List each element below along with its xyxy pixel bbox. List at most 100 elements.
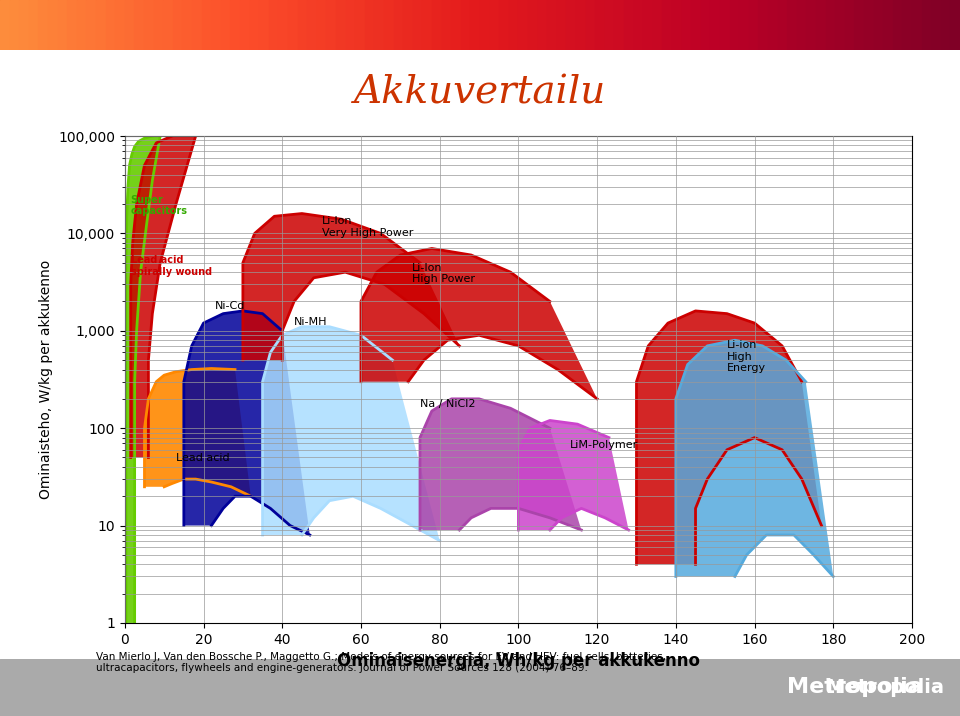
Bar: [912, 0, 922, 50]
Bar: [739, 0, 749, 50]
Bar: [182, 0, 192, 50]
Bar: [893, 0, 902, 50]
Bar: [883, 0, 893, 50]
Bar: [10, 0, 19, 50]
Polygon shape: [361, 248, 597, 399]
Bar: [528, 0, 538, 50]
Bar: [384, 0, 394, 50]
Polygon shape: [184, 311, 310, 535]
Bar: [835, 0, 845, 50]
Bar: [701, 0, 710, 50]
Bar: [730, 0, 739, 50]
Bar: [758, 0, 768, 50]
Bar: [48, 0, 58, 50]
Bar: [480, 0, 490, 50]
Bar: [816, 0, 826, 50]
Bar: [86, 0, 96, 50]
Bar: [557, 0, 566, 50]
Text: Metropolia: Metropolia: [787, 677, 923, 697]
Text: Metropolia: Metropolia: [826, 678, 945, 697]
Bar: [461, 0, 470, 50]
Polygon shape: [420, 399, 582, 530]
Polygon shape: [131, 136, 196, 458]
Bar: [566, 0, 576, 50]
Bar: [144, 0, 154, 50]
Bar: [470, 0, 480, 50]
Bar: [192, 0, 202, 50]
Bar: [634, 0, 643, 50]
Bar: [653, 0, 662, 50]
Bar: [451, 0, 461, 50]
Bar: [307, 0, 317, 50]
Bar: [787, 0, 797, 50]
Bar: [0, 0, 10, 50]
X-axis label: Ominaisenergia, Wh/kg per akkukenno: Ominaisenergia, Wh/kg per akkukenno: [337, 652, 700, 670]
Bar: [96, 0, 106, 50]
Bar: [278, 0, 288, 50]
Bar: [77, 0, 86, 50]
Bar: [682, 0, 691, 50]
Bar: [374, 0, 384, 50]
Bar: [826, 0, 835, 50]
Bar: [797, 0, 806, 50]
Bar: [778, 0, 787, 50]
Text: Lead acid
spirally wound: Lead acid spirally wound: [131, 255, 212, 276]
Text: Li-Ion
High Power: Li-Ion High Power: [412, 263, 475, 284]
Bar: [864, 0, 874, 50]
Polygon shape: [145, 369, 251, 496]
Polygon shape: [636, 311, 822, 564]
Bar: [845, 0, 854, 50]
Polygon shape: [676, 340, 833, 576]
Bar: [576, 0, 586, 50]
Bar: [499, 0, 509, 50]
Bar: [413, 0, 422, 50]
Bar: [163, 0, 173, 50]
Bar: [509, 0, 518, 50]
Bar: [672, 0, 682, 50]
Bar: [710, 0, 720, 50]
Bar: [442, 0, 451, 50]
Text: Van Mierlo J, Van den Bossche P., Maggetto G.; Models of energy sources for EV a: Van Mierlo J, Van den Bossche P., Magget…: [96, 652, 666, 673]
Bar: [211, 0, 221, 50]
Bar: [298, 0, 307, 50]
Bar: [288, 0, 298, 50]
Bar: [67, 0, 77, 50]
Bar: [365, 0, 374, 50]
Bar: [432, 0, 442, 50]
Bar: [38, 0, 48, 50]
Bar: [768, 0, 778, 50]
Text: LiM-Polymer: LiM-Polymer: [569, 440, 637, 450]
Bar: [336, 0, 346, 50]
Bar: [490, 0, 499, 50]
Polygon shape: [518, 420, 629, 530]
Bar: [154, 0, 163, 50]
Bar: [662, 0, 672, 50]
Polygon shape: [126, 136, 160, 623]
Bar: [854, 0, 864, 50]
Polygon shape: [263, 326, 440, 541]
Bar: [202, 0, 211, 50]
Text: Li-ion
High
Energy: Li-ion High Energy: [727, 340, 766, 374]
Bar: [538, 0, 547, 50]
Text: Akkuvertailu: Akkuvertailu: [354, 74, 606, 112]
Bar: [922, 0, 931, 50]
Y-axis label: Ominaisteho, W/kg per akkukenno: Ominaisteho, W/kg per akkukenno: [38, 260, 53, 499]
Bar: [422, 0, 432, 50]
Bar: [720, 0, 730, 50]
Bar: [950, 0, 960, 50]
Bar: [806, 0, 816, 50]
Bar: [941, 0, 950, 50]
Text: Na / NiCl2: Na / NiCl2: [420, 399, 475, 409]
Bar: [115, 0, 125, 50]
Text: Ni-Cd: Ni-Cd: [215, 301, 246, 311]
Text: Li-Ion
Very High Power: Li-Ion Very High Power: [322, 216, 413, 238]
Bar: [614, 0, 624, 50]
Bar: [547, 0, 557, 50]
Bar: [221, 0, 230, 50]
Bar: [250, 0, 259, 50]
Bar: [691, 0, 701, 50]
Bar: [230, 0, 240, 50]
Bar: [269, 0, 278, 50]
Bar: [58, 0, 67, 50]
Bar: [643, 0, 653, 50]
